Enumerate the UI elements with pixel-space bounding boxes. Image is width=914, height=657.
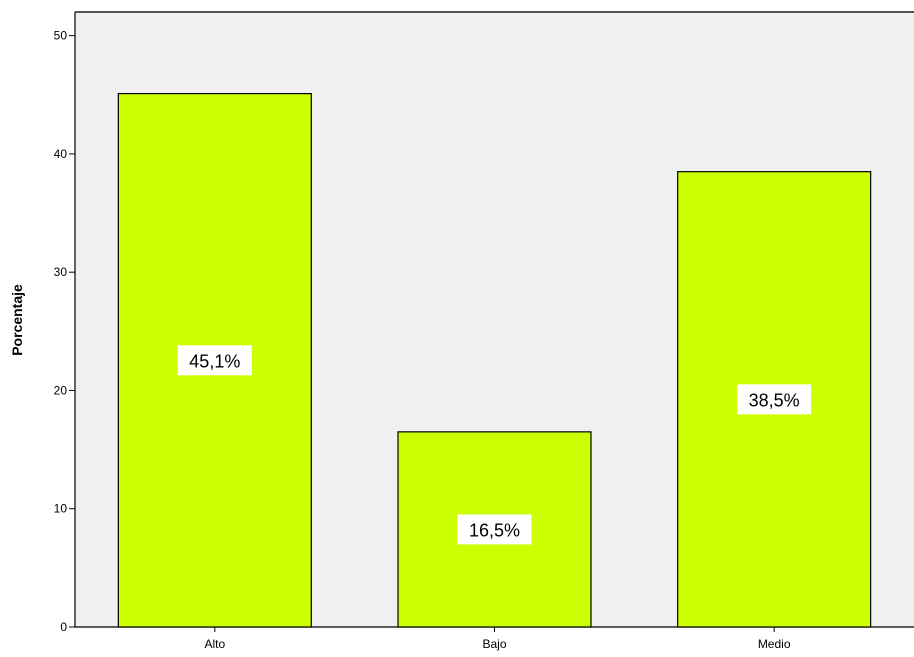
- y-tick-label: 50: [54, 29, 68, 43]
- data-label-alto: 45,1%: [189, 351, 240, 371]
- data-label-background: [177, 345, 252, 376]
- data-label-bajo: 16,5%: [469, 520, 520, 540]
- y-ticks: 0 10 20 30 40 50: [54, 29, 75, 634]
- x-tick-label-alto: Alto: [204, 637, 225, 651]
- y-tick-label: 40: [54, 147, 68, 161]
- x-labels: Alto Bajo Medio: [204, 627, 791, 651]
- data-label-background: [457, 514, 532, 545]
- x-tick-label-bajo: Bajo: [482, 637, 506, 651]
- data-label-medio: 38,5%: [749, 390, 800, 410]
- y-axis-title: Porcentaje: [9, 284, 25, 356]
- y-tick-label: 10: [54, 502, 68, 516]
- y-tick-label: 0: [60, 620, 67, 634]
- bars: 45,1% 16,5% 38,5%: [117, 93, 872, 628]
- data-label-background: [737, 384, 812, 415]
- y-tick-label: 30: [54, 265, 68, 279]
- y-tick-label: 20: [54, 383, 68, 397]
- x-tick-label-medio: Medio: [758, 637, 791, 651]
